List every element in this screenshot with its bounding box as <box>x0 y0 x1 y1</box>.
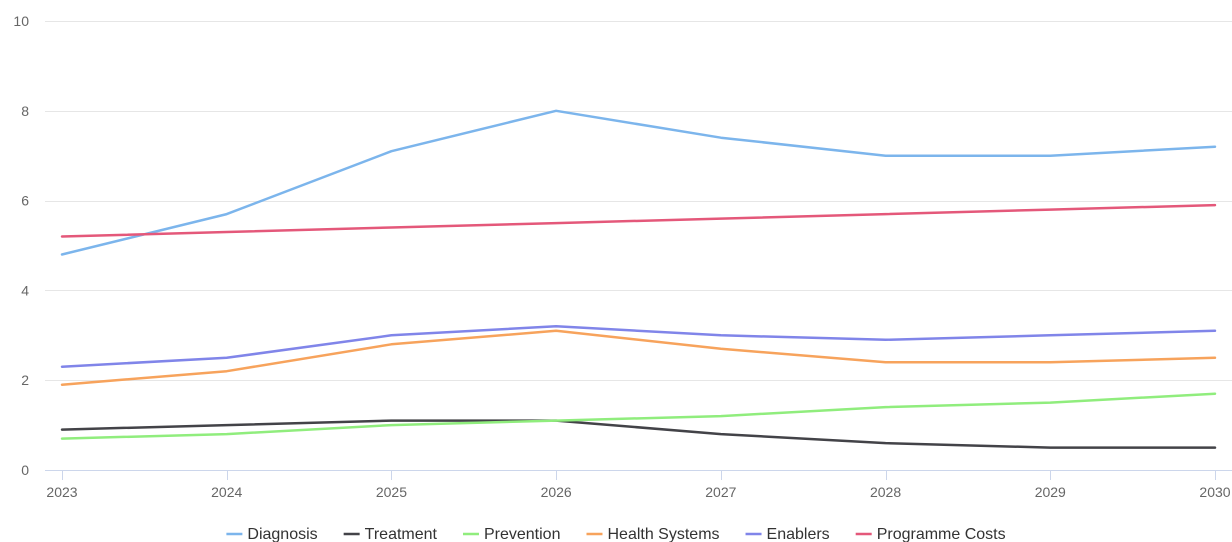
y-tick-label-6: 6 <box>21 193 29 209</box>
x-axis-tick-labels: 2023 2024 2025 2026 2027 2028 2029 2030 <box>46 484 1230 500</box>
y-tick-label-10: 10 <box>13 13 29 29</box>
legend-label-prevention: Prevention <box>484 526 561 542</box>
legend-item-prevention[interactable]: Prevention <box>462 526 561 542</box>
x-tick-label-2024: 2024 <box>211 484 242 500</box>
series-line-health-systems <box>60 329 1217 386</box>
x-axis <box>45 470 1232 480</box>
legend-label-enablers: Enablers <box>767 526 830 542</box>
legend-label-programme-costs: Programme Costs <box>877 526 1006 542</box>
x-tick-label-2030: 2030 <box>1199 484 1230 500</box>
legend-item-enablers[interactable]: Enablers <box>745 526 830 542</box>
series-line-programme-costs <box>60 203 1217 238</box>
y-tick-label-4: 4 <box>21 282 29 298</box>
x-tick-label-2027: 2027 <box>705 484 736 500</box>
y-tick-label-8: 8 <box>21 103 29 119</box>
series-line-enablers <box>60 325 1217 368</box>
legend-label-diagnosis: Diagnosis <box>247 526 317 542</box>
legend-item-programme-costs[interactable]: Programme Costs <box>855 526 1006 542</box>
legend-label-health-systems: Health Systems <box>607 526 719 542</box>
legend-item-health-systems[interactable]: Health Systems <box>586 526 720 542</box>
x-tick-label-2025: 2025 <box>376 484 407 500</box>
series-lines <box>60 109 1217 449</box>
y-tick-label-2: 2 <box>21 372 29 388</box>
x-tick-label-2029: 2029 <box>1035 484 1066 500</box>
series-line-prevention <box>60 392 1217 440</box>
grid-lines <box>45 21 1232 381</box>
y-tick-label-0: 0 <box>21 462 29 478</box>
series-line-diagnosis <box>60 109 1217 256</box>
legend[interactable]: Diagnosis Treatment Prevention Health Syste… <box>226 526 1006 542</box>
legend-item-treatment[interactable]: Treatment <box>343 526 438 542</box>
legend-item-diagnosis[interactable]: Diagnosis <box>226 526 318 542</box>
x-tick-label-2028: 2028 <box>870 484 901 500</box>
series-line-treatment <box>60 419 1217 449</box>
x-tick-label-2023: 2023 <box>46 484 77 500</box>
x-tick-label-2026: 2026 <box>541 484 572 500</box>
legend-label-treatment: Treatment <box>365 526 438 542</box>
y-axis-tick-labels: 0 2 4 6 8 10 <box>13 13 29 478</box>
